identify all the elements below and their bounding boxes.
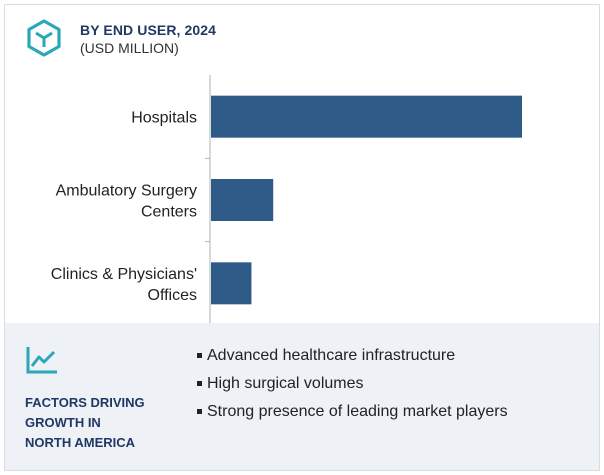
category-label: Centers	[141, 204, 197, 221]
trend-line-icon	[26, 347, 57, 374]
hexagon-network-icon	[27, 19, 61, 57]
factors-list: Advanced healthcare infrastructure High …	[197, 347, 508, 431]
chart-header: BY END USER, 2024 (USD MILLION)	[5, 5, 599, 67]
factor-item: High surgical volumes	[197, 375, 508, 403]
factor-item: Strong presence of leading market player…	[197, 403, 508, 431]
chart-subtitle: (USD MILLION)	[80, 40, 179, 56]
factors-panel: FACTORS DRIVING GROWTH IN NORTH AMERICA …	[5, 323, 599, 470]
category-label: Hospitals	[131, 110, 197, 127]
factors-title-line: GROWTH IN	[25, 415, 101, 430]
category-label: Offices	[148, 287, 198, 304]
factors-title-line: NORTH AMERICA	[25, 435, 136, 450]
bar	[211, 95, 522, 138]
bar	[211, 262, 252, 305]
category-label: Ambulatory Surgery	[56, 183, 197, 200]
bar-chart: Hospitals Ambulatory Surgery Centers Clinic…	[51, 75, 522, 323]
factors-title: FACTORS DRIVING GROWTH IN NORTH AMERICA	[25, 393, 175, 453]
chart-card: BY END USER, 2024 (USD MILLION) Hospital…	[4, 4, 600, 471]
factor-item: Advanced healthcare infrastructure	[197, 347, 508, 375]
bar	[211, 179, 274, 221]
category-label: Clinics & Physicians'	[51, 266, 197, 283]
chart-title: BY END USER, 2024	[80, 22, 217, 38]
factors-title-line: FACTORS DRIVING	[25, 395, 145, 410]
